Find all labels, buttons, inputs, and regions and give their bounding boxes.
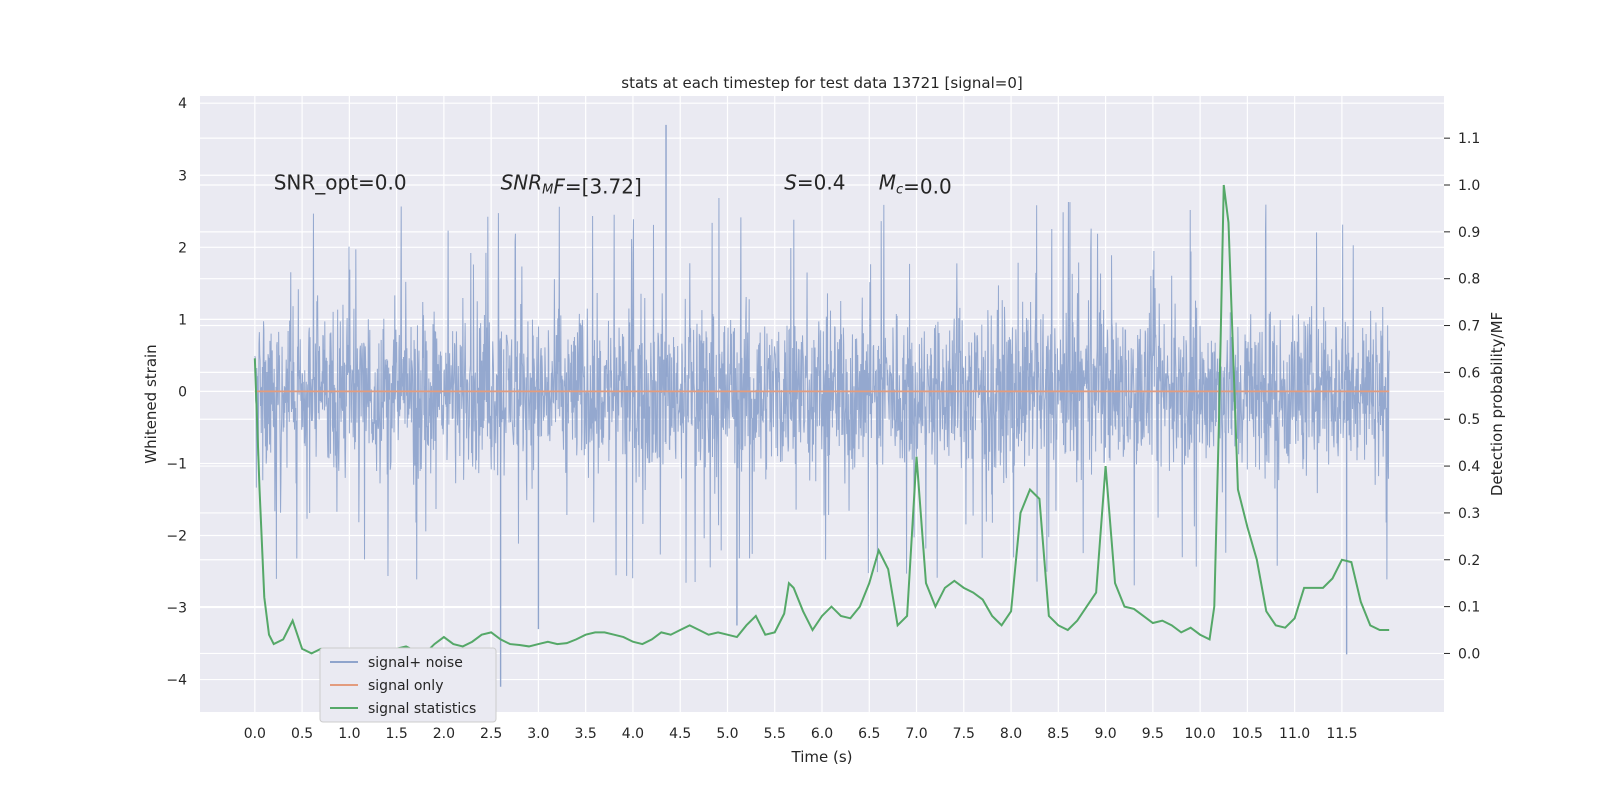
y-right-tick-label: 0.8 (1458, 272, 1480, 288)
y-right-tick-label: 0.5 (1458, 412, 1480, 428)
annotation-part: S (784, 170, 797, 194)
x-tick-label: 3.5 (575, 726, 597, 742)
y-left-tick-label: 3 (178, 168, 187, 184)
annotation-text: SNR_opt=0.0 (274, 170, 407, 194)
y-right-tick-label: 0.6 (1458, 365, 1480, 381)
x-tick-label: 11.0 (1279, 726, 1310, 742)
x-tick-label: 8.0 (1000, 726, 1022, 742)
y-right-tick-label: 0.3 (1458, 506, 1480, 522)
annotation-part: =0.4 (797, 170, 846, 194)
y-right-tick-label: 0.7 (1458, 319, 1480, 335)
y-right-tick-label: 0.4 (1458, 459, 1480, 475)
annotation-part: F (553, 174, 565, 198)
legend-box (319, 647, 497, 723)
annotation-part: =0.0 (903, 174, 952, 198)
y-right-tick-label: 1.0 (1458, 178, 1480, 194)
x-tick-label: 7.5 (953, 726, 975, 742)
y-left-tick-label: −4 (166, 673, 187, 689)
annotations: SNR_opt=0.0 SNRMF=[3.72] S=0.4 Mc=0.0 (274, 170, 952, 198)
y-right-tick-label: 0.9 (1458, 225, 1480, 241)
x-tick-label: 2.0 (433, 726, 455, 742)
annotation-part: M (879, 170, 896, 194)
y-left-tick-label: 4 (178, 96, 187, 112)
x-tick-label: 6.5 (858, 726, 880, 742)
annotation-text: Mc=0.0 (879, 170, 952, 198)
x-tick-label: 10.5 (1232, 726, 1263, 742)
y-right-tick-label: 0.1 (1458, 600, 1480, 616)
annotation-part: c (896, 182, 903, 197)
y-left-tick-labels: 4 3 2 1 0 −1 −2 −3 −4 (166, 96, 187, 688)
y-left-tick-label: −2 (166, 528, 187, 544)
annotation-text: SNRMF=[3.72] (501, 170, 642, 198)
x-tick-label: 10.0 (1185, 726, 1216, 742)
noise-series-layer (254, 124, 1390, 687)
y-left-tick-label: 0 (178, 384, 187, 400)
x-tick-label: 7.0 (905, 726, 927, 742)
x-tick-label: 1.0 (338, 726, 360, 742)
x-tick-label: 4.5 (669, 726, 691, 742)
chart-title: stats at each timestep for test data 137… (621, 74, 1022, 92)
x-tick-label: 6.0 (811, 726, 833, 742)
y-right-tick-label: 0.0 (1458, 646, 1480, 662)
y-left-tick-label: −3 (166, 601, 187, 617)
x-tick-label: 11.5 (1326, 726, 1357, 742)
annotation-part: SNR_opt=0.0 (274, 170, 407, 194)
legend: signal+ noise signal only signal statist… (319, 647, 497, 723)
y-right-tick-label: 0.2 (1458, 553, 1480, 569)
x-tick-label: 1.5 (385, 726, 407, 742)
series-signal-noise-line (254, 198, 1390, 586)
legend-label-signal-only: signal only (368, 678, 443, 694)
y-left-tick-label: 2 (178, 240, 187, 256)
y-right-tick-label: 1.1 (1458, 131, 1480, 147)
x-tick-label: 5.0 (716, 726, 738, 742)
annotation-part: =[3.72] (565, 174, 642, 198)
annotation-part: SNR (501, 170, 543, 194)
y-left-tick-label: −1 (166, 456, 187, 472)
x-axis-label: Time (s) (791, 748, 853, 766)
annotation-text: S=0.4 (784, 170, 845, 194)
y-left-axis-label: Whitened strain (142, 344, 160, 463)
x-tick-label: 0.5 (291, 726, 313, 742)
legend-label-signal-noise: signal+ noise (368, 655, 463, 671)
x-tick-label: 4.0 (622, 726, 644, 742)
x-tick-label: 3.0 (527, 726, 549, 742)
y-right-tick-labels: 1.1 1.0 0.9 0.8 0.7 0.6 0.5 0.4 0.3 0.2 0.1 0.0 (1444, 131, 1480, 662)
y-right-axis-label: Detection probability/MF (1488, 312, 1506, 496)
x-tick-label: 2.5 (480, 726, 502, 742)
x-tick-label: 5.5 (764, 726, 786, 742)
x-tick-label: 9.5 (1142, 726, 1164, 742)
legend-label-signal-statistics: signal statistics (368, 701, 476, 717)
x-tick-label: 9.0 (1094, 726, 1116, 742)
x-tick-label: 8.5 (1047, 726, 1069, 742)
x-tick-labels: 0.0 0.5 1.0 1.5 2.0 2.5 3.0 3.5 4.0 4.5 5.0 5.5 6.0 6… (244, 726, 1358, 742)
x-tick-label: 0.0 (244, 726, 266, 742)
series-signal-statistics-line (253, 184, 1390, 655)
signal-statistics-series-layer (253, 184, 1390, 655)
annotation-part: M (542, 182, 553, 197)
y-left-tick-label: 1 (178, 312, 187, 328)
